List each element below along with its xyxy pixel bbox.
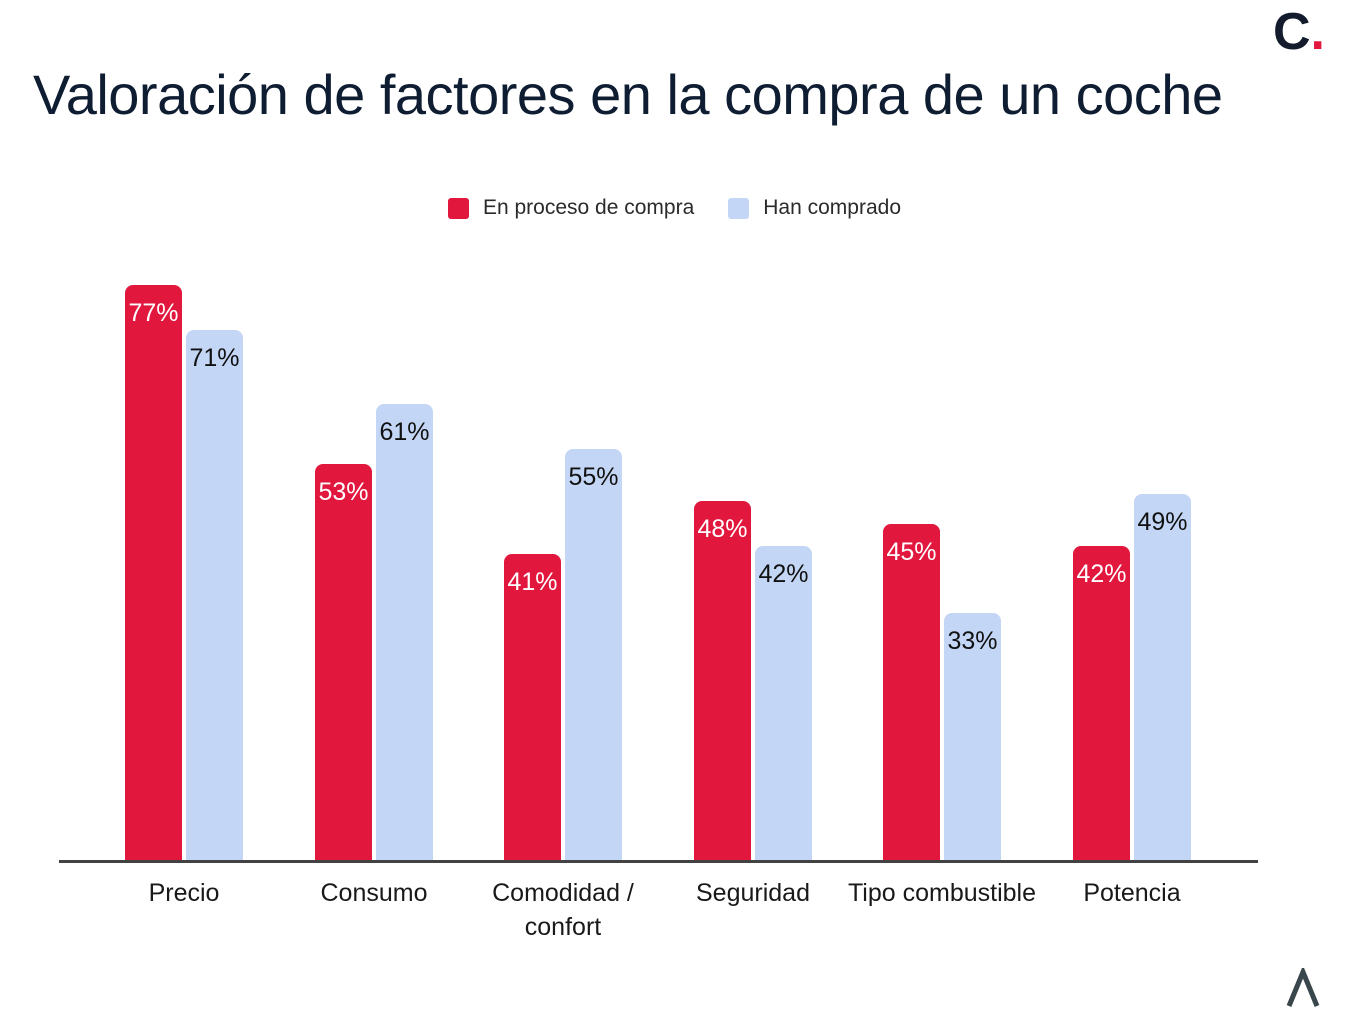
legend-label-han-comprado: Han comprado	[763, 196, 902, 219]
bar-potencia-series-0: 42%	[1073, 546, 1130, 860]
legend-swatch-blue-icon	[728, 197, 750, 219]
brand-logo: C.	[1273, 2, 1325, 62]
bar-value-label-seguridad-series-0: 48%	[697, 515, 748, 543]
legend-label-en-proceso: En proceso de compra	[482, 196, 695, 219]
bar-value-label-comodidad-confort-series-1: 55%	[568, 463, 619, 491]
x-axis-label-precio: Precio	[148, 879, 220, 907]
x-axis-line	[59, 860, 1258, 863]
bar-comodidad-confort-series-0: 41%	[504, 554, 561, 860]
legend-item-han-comprado: Han comprado	[728, 196, 901, 220]
bar-value-label-precio-series-0: 77%	[128, 299, 179, 327]
x-axis-label-seguridad: Seguridad	[696, 879, 810, 907]
bar-potencia-series-1: 49%	[1134, 494, 1191, 860]
x-axis-label-comodidad-confort: Comodidad / confort	[492, 879, 634, 941]
x-axis-label-tipo-combustible: Tipo combustible	[847, 879, 1037, 907]
bar-value-label-consumo-series-1: 61%	[379, 418, 430, 446]
bar-seguridad-series-0: 48%	[694, 501, 751, 860]
bar-comodidad-confort-series-1: 55%	[565, 449, 622, 860]
caret-up-icon	[1286, 965, 1320, 1007]
bar-value-label-potencia-series-0: 42%	[1076, 560, 1127, 588]
bar-value-label-tipo-combustible-series-1: 33%	[947, 627, 998, 655]
bar-consumo-series-1: 61%	[376, 404, 433, 860]
bar-tipo-combustible-series-0: 45%	[883, 524, 940, 860]
bar-precio-series-0: 77%	[125, 285, 182, 860]
legend: En proceso de compra Han comprado	[0, 196, 1349, 220]
bar-consumo-series-0: 53%	[315, 464, 372, 860]
footer-logo	[1285, 965, 1321, 1008]
brand-logo-dot: .	[1310, 3, 1325, 61]
brand-logo-letter: C	[1272, 3, 1311, 61]
bar-value-label-tipo-combustible-series-0: 45%	[886, 538, 937, 566]
bar-value-label-comodidad-confort-series-0: 41%	[507, 568, 558, 596]
bar-value-label-potencia-series-1: 49%	[1137, 508, 1188, 536]
bar-seguridad-series-1: 42%	[755, 546, 812, 860]
x-axis-label-potencia: Potencia	[1083, 879, 1181, 907]
page-title: Valoración de factores en la compra de u…	[33, 63, 1223, 126]
bar-precio-series-1: 71%	[186, 330, 243, 860]
bar-tipo-combustible-series-1: 33%	[944, 613, 1001, 860]
x-axis-label-consumo: Consumo	[320, 879, 428, 907]
legend-item-en-proceso: En proceso de compra	[447, 196, 695, 220]
bar-value-label-seguridad-series-1: 42%	[758, 560, 809, 588]
legend-swatch-red-icon	[447, 197, 469, 219]
bar-value-label-precio-series-1: 71%	[189, 344, 240, 372]
bar-value-label-consumo-series-0: 53%	[318, 478, 369, 506]
